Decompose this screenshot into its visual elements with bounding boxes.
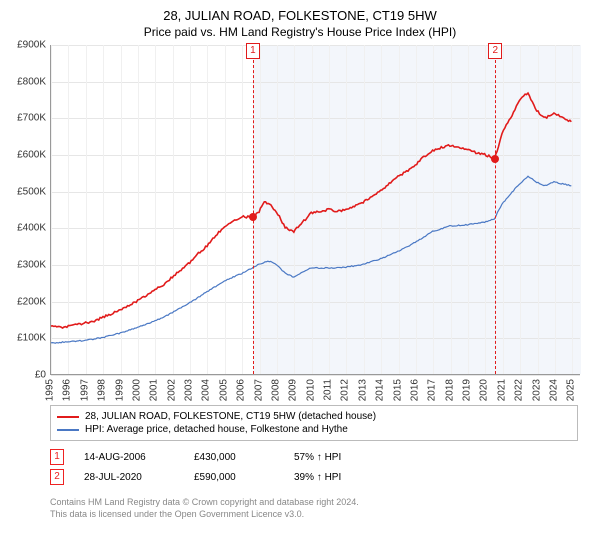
x-tick-label: 2018: [444, 379, 455, 401]
legend-label-property: 28, JULIAN ROAD, FOLKESTONE, CT19 5HW (d…: [85, 411, 376, 422]
x-tick-label: 2016: [409, 379, 420, 401]
sale-badge: 2: [50, 469, 64, 485]
x-tick-label: 2025: [566, 379, 577, 401]
x-tick-label: 2012: [340, 379, 351, 401]
sale-row: 1 14-AUG-2006 £430,000 57% ↑ HPI: [50, 447, 578, 467]
y-tick-label: £100K: [17, 333, 46, 344]
x-tick-label: 2009: [288, 379, 299, 401]
x-tick-label: 1996: [62, 379, 73, 401]
y-tick-label: £700K: [17, 113, 46, 124]
sale-row: 2 28-JUL-2020 £590,000 39% ↑ HPI: [50, 467, 578, 487]
x-axis: 1995199619971998199920002001200220032004…: [50, 377, 580, 405]
x-tick-label: 2000: [131, 379, 142, 401]
legend-swatch-hpi: [57, 429, 79, 431]
chart-svg: [51, 45, 580, 374]
x-tick-label: 2004: [201, 379, 212, 401]
chart-title: 28, JULIAN ROAD, FOLKESTONE, CT19 5HW: [0, 0, 600, 23]
sale-pct: 39% ↑ HPI: [294, 472, 374, 483]
sale-date: 28-JUL-2020: [84, 472, 174, 483]
x-tick-label: 2017: [427, 379, 438, 401]
x-tick-label: 2023: [531, 379, 542, 401]
x-tick-label: 1999: [114, 379, 125, 401]
legend-row-property: 28, JULIAN ROAD, FOLKESTONE, CT19 5HW (d…: [57, 410, 571, 423]
sale-badge: 1: [50, 449, 64, 465]
y-tick-label: £300K: [17, 260, 46, 271]
chart-subtitle: Price paid vs. HM Land Registry's House …: [0, 23, 600, 45]
x-tick-label: 2008: [270, 379, 281, 401]
x-tick-label: 2001: [149, 379, 160, 401]
y-axis: £0£100K£200K£300K£400K£500K£600K£700K£80…: [0, 45, 50, 375]
y-tick-label: £500K: [17, 186, 46, 197]
x-tick-label: 2005: [218, 379, 229, 401]
series-property: [51, 93, 571, 328]
x-tick-label: 2015: [392, 379, 403, 401]
plot-region: 12: [50, 45, 580, 375]
legend-swatch-property: [57, 416, 79, 418]
event-marker: [491, 155, 499, 163]
footer-line: This data is licensed under the Open Gov…: [50, 509, 578, 521]
x-tick-label: 2019: [462, 379, 473, 401]
legend: 28, JULIAN ROAD, FOLKESTONE, CT19 5HW (d…: [50, 405, 578, 441]
legend-label-hpi: HPI: Average price, detached house, Folk…: [85, 424, 348, 435]
y-tick-label: £600K: [17, 150, 46, 161]
legend-row-hpi: HPI: Average price, detached house, Folk…: [57, 423, 571, 436]
sale-price: £590,000: [194, 472, 274, 483]
chart-area: £0£100K£200K£300K£400K£500K£600K£700K£80…: [0, 45, 600, 405]
event-label: 2: [488, 43, 502, 59]
x-tick-label: 2011: [323, 379, 334, 401]
x-tick-label: 2002: [166, 379, 177, 401]
sale-price: £430,000: [194, 452, 274, 463]
y-tick-label: £400K: [17, 223, 46, 234]
sales-list: 1 14-AUG-2006 £430,000 57% ↑ HPI 2 28-JU…: [50, 447, 578, 487]
footer: Contains HM Land Registry data © Crown c…: [50, 497, 578, 520]
x-tick-label: 2014: [375, 379, 386, 401]
x-tick-label: 2022: [514, 379, 525, 401]
x-tick-label: 2021: [496, 379, 507, 401]
x-tick-label: 2010: [305, 379, 316, 401]
event-marker: [249, 213, 257, 221]
x-tick-label: 1997: [79, 379, 90, 401]
x-tick-label: 2006: [236, 379, 247, 401]
x-tick-label: 2007: [253, 379, 264, 401]
x-tick-label: 1995: [45, 379, 56, 401]
x-tick-label: 1998: [97, 379, 108, 401]
footer-line: Contains HM Land Registry data © Crown c…: [50, 497, 578, 509]
event-label: 1: [246, 43, 260, 59]
x-tick-label: 2003: [184, 379, 195, 401]
x-tick-label: 2013: [357, 379, 368, 401]
y-tick-label: £900K: [17, 40, 46, 51]
y-tick-label: £200K: [17, 296, 46, 307]
x-tick-label: 2020: [479, 379, 490, 401]
x-tick-label: 2024: [548, 379, 559, 401]
series-hpi: [51, 176, 571, 343]
sale-date: 14-AUG-2006: [84, 452, 174, 463]
y-tick-label: £800K: [17, 76, 46, 87]
sale-pct: 57% ↑ HPI: [294, 452, 374, 463]
